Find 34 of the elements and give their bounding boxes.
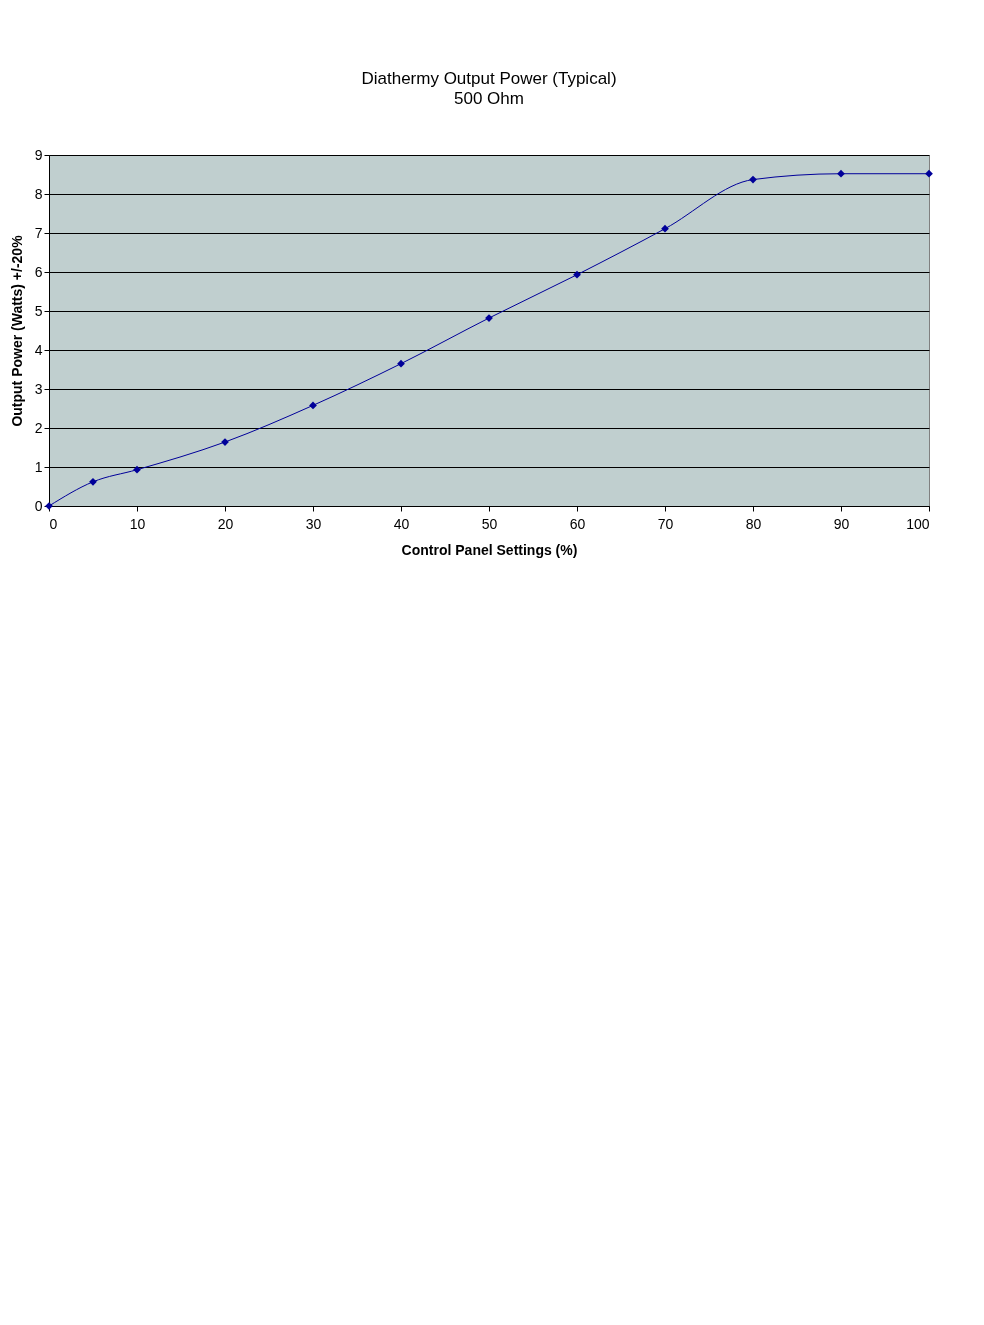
point [925,169,933,178]
x-tick-label: 100 [906,515,930,532]
y-axis-title: Output Power (Watts) +/-20% [8,234,25,427]
y-tick-label: 3 [34,380,43,397]
point [749,175,757,184]
x-tick-label: 80 [745,515,762,532]
y-tick-label: 7 [34,224,43,241]
x-tick-label: 90 [833,515,850,532]
y-tick-label: 4 [34,341,43,358]
y-tick-label: 5 [34,302,43,319]
chart-title: Diathermy Output Power (Typical) [361,69,617,88]
x-tick-label: 30 [305,515,322,532]
y-tick-label: 6 [34,263,43,280]
y-tick-label: 1 [34,458,43,475]
point [397,359,405,368]
x-tick-label: 70 [657,515,674,532]
point [89,477,97,486]
x-tick-label: 0 [49,515,58,532]
point [837,169,845,178]
x-tick-label: 50 [481,515,498,532]
point [573,270,581,279]
y-tick-label: 0 [34,497,43,514]
point [133,465,141,474]
point [309,401,317,410]
y-tick-label: 8 [34,185,43,202]
y-tick-label: 9 [34,146,43,163]
point [661,224,669,233]
x-axis-title: Control Panel Settings (%) [401,541,578,558]
y-tick-label: 2 [34,419,43,436]
x-tick-label: 40 [393,515,410,532]
chart-subtitle: 500 Ohm [454,89,524,108]
x-tick-label: 10 [129,515,146,532]
x-tick-label: 60 [569,515,586,532]
x-tick-label: 20 [217,515,234,532]
